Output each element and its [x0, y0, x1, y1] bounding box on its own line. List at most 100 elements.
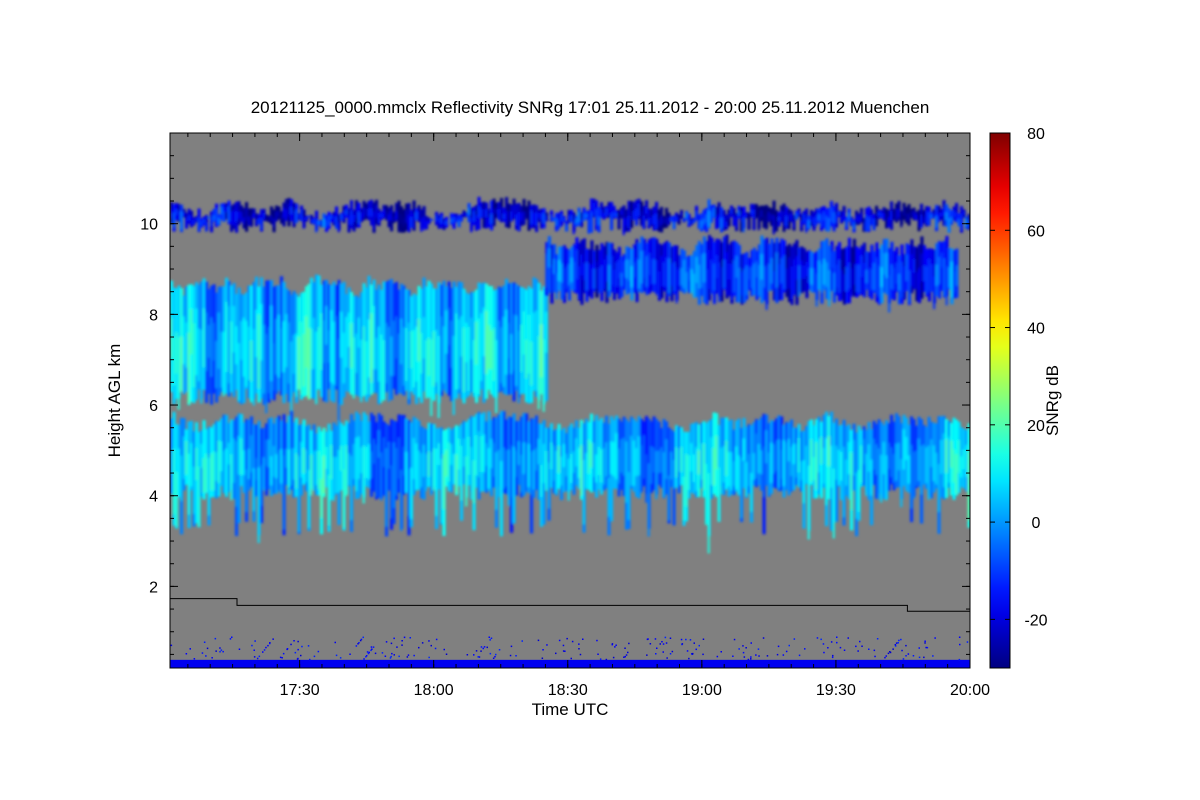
- cloud-core: [800, 461, 803, 481]
- cloud-core: [622, 218, 625, 236]
- cloud-core: [747, 453, 750, 487]
- clutter-dot: [611, 643, 613, 646]
- clutter-dot: [582, 638, 584, 640]
- colorbar-tick-label: 0: [1032, 515, 1041, 532]
- clutter-dot: [486, 646, 488, 649]
- cloud-core: [310, 218, 313, 223]
- cloud-core: [950, 440, 953, 468]
- cloud-core: [410, 467, 413, 519]
- cloud-core: [277, 314, 280, 378]
- clutter-dot: [689, 639, 692, 641]
- cloud-core: [745, 214, 748, 217]
- cloud-core: [525, 211, 528, 220]
- clutter-dot: [407, 654, 410, 656]
- clutter-dot: [823, 651, 825, 654]
- cloud-core: [317, 451, 320, 490]
- cloud-core: [677, 269, 681, 286]
- cloud-core: [492, 442, 495, 477]
- cloud-core: [912, 211, 915, 219]
- cloud-core: [650, 216, 653, 225]
- cloud-core: [817, 438, 820, 473]
- cloud-core: [460, 217, 463, 222]
- cloud-core: [197, 217, 200, 232]
- clutter-dot: [362, 636, 364, 639]
- clutter-dot: [562, 650, 565, 652]
- cloud-core: [385, 323, 388, 384]
- cloud-core: [845, 219, 848, 228]
- cloud-core: [572, 261, 576, 291]
- cloud-core: [657, 450, 660, 473]
- cloud-core: [682, 219, 685, 222]
- clutter-dot: [339, 657, 342, 659]
- cloud-core: [590, 442, 593, 468]
- cloud-core: [437, 218, 440, 224]
- cloud-core: [915, 450, 918, 486]
- cloud-core: [642, 215, 645, 229]
- clutter-dot: [401, 640, 403, 642]
- cloud-core: [450, 444, 453, 465]
- cloud-core: [522, 311, 525, 355]
- cloud-core: [760, 450, 763, 475]
- cloud-core: [727, 213, 730, 220]
- clutter-dot: [745, 647, 747, 649]
- cloud-core: [487, 325, 490, 369]
- cloud-core: [290, 207, 293, 214]
- cloud-core: [477, 206, 480, 218]
- cloud-core: [820, 437, 823, 465]
- cloud-core: [320, 221, 323, 225]
- cloud-core: [890, 447, 893, 478]
- cloud-core: [250, 215, 253, 228]
- cloud-core: [815, 215, 818, 227]
- cloud-core: [567, 458, 570, 501]
- cloud-core: [365, 341, 368, 395]
- cloud-core: [257, 218, 260, 225]
- clutter-dot: [297, 640, 299, 643]
- cloud-core: [315, 219, 318, 233]
- cloud-core: [912, 451, 915, 499]
- clutter-dot: [562, 644, 565, 647]
- clutter-dot: [391, 652, 393, 655]
- clutter-dot: [646, 654, 648, 656]
- cloud-core: [372, 439, 375, 464]
- cloud-core: [835, 445, 838, 480]
- cloud-core: [685, 272, 688, 292]
- cloud-core: [715, 255, 718, 278]
- cloud-core: [605, 208, 608, 216]
- cloud-core: [650, 446, 653, 484]
- cloud-core: [725, 440, 728, 476]
- clutter-dot: [905, 655, 907, 657]
- cloud-core: [947, 218, 950, 233]
- cloud-core: [700, 220, 703, 229]
- cloud-core: [417, 210, 420, 221]
- cloud-core: [247, 326, 250, 380]
- cloud-core: [837, 259, 841, 293]
- cloud-core: [672, 222, 675, 229]
- cloud-core: [632, 210, 635, 221]
- cloud-core: [597, 217, 600, 226]
- cloud-core: [687, 266, 691, 281]
- cloud-core: [957, 219, 960, 227]
- cloud-core: [465, 456, 468, 507]
- cloud-core: [652, 447, 655, 473]
- clutter-dot: [300, 654, 302, 657]
- cloud-core: [732, 260, 736, 293]
- cloud-core: [622, 261, 626, 277]
- cloud-core: [795, 256, 798, 280]
- cloud-core: [390, 336, 393, 376]
- cloud-core: [505, 309, 508, 375]
- cloud-core: [940, 252, 943, 268]
- cloud-core: [287, 203, 290, 217]
- cloud-core: [212, 322, 215, 361]
- clutter-dot: [384, 655, 387, 657]
- clutter-dot: [733, 638, 736, 641]
- cloud-core: [640, 211, 643, 227]
- cloud-core: [182, 436, 185, 479]
- clutter-dot: [912, 655, 915, 657]
- clutter-dot: [521, 640, 523, 642]
- cloud-core: [337, 222, 340, 233]
- clutter-dot: [253, 649, 255, 651]
- cloud-core: [710, 211, 713, 223]
- clutter-dot: [170, 644, 173, 647]
- clutter-dot: [309, 658, 311, 661]
- cloud-core: [630, 266, 633, 288]
